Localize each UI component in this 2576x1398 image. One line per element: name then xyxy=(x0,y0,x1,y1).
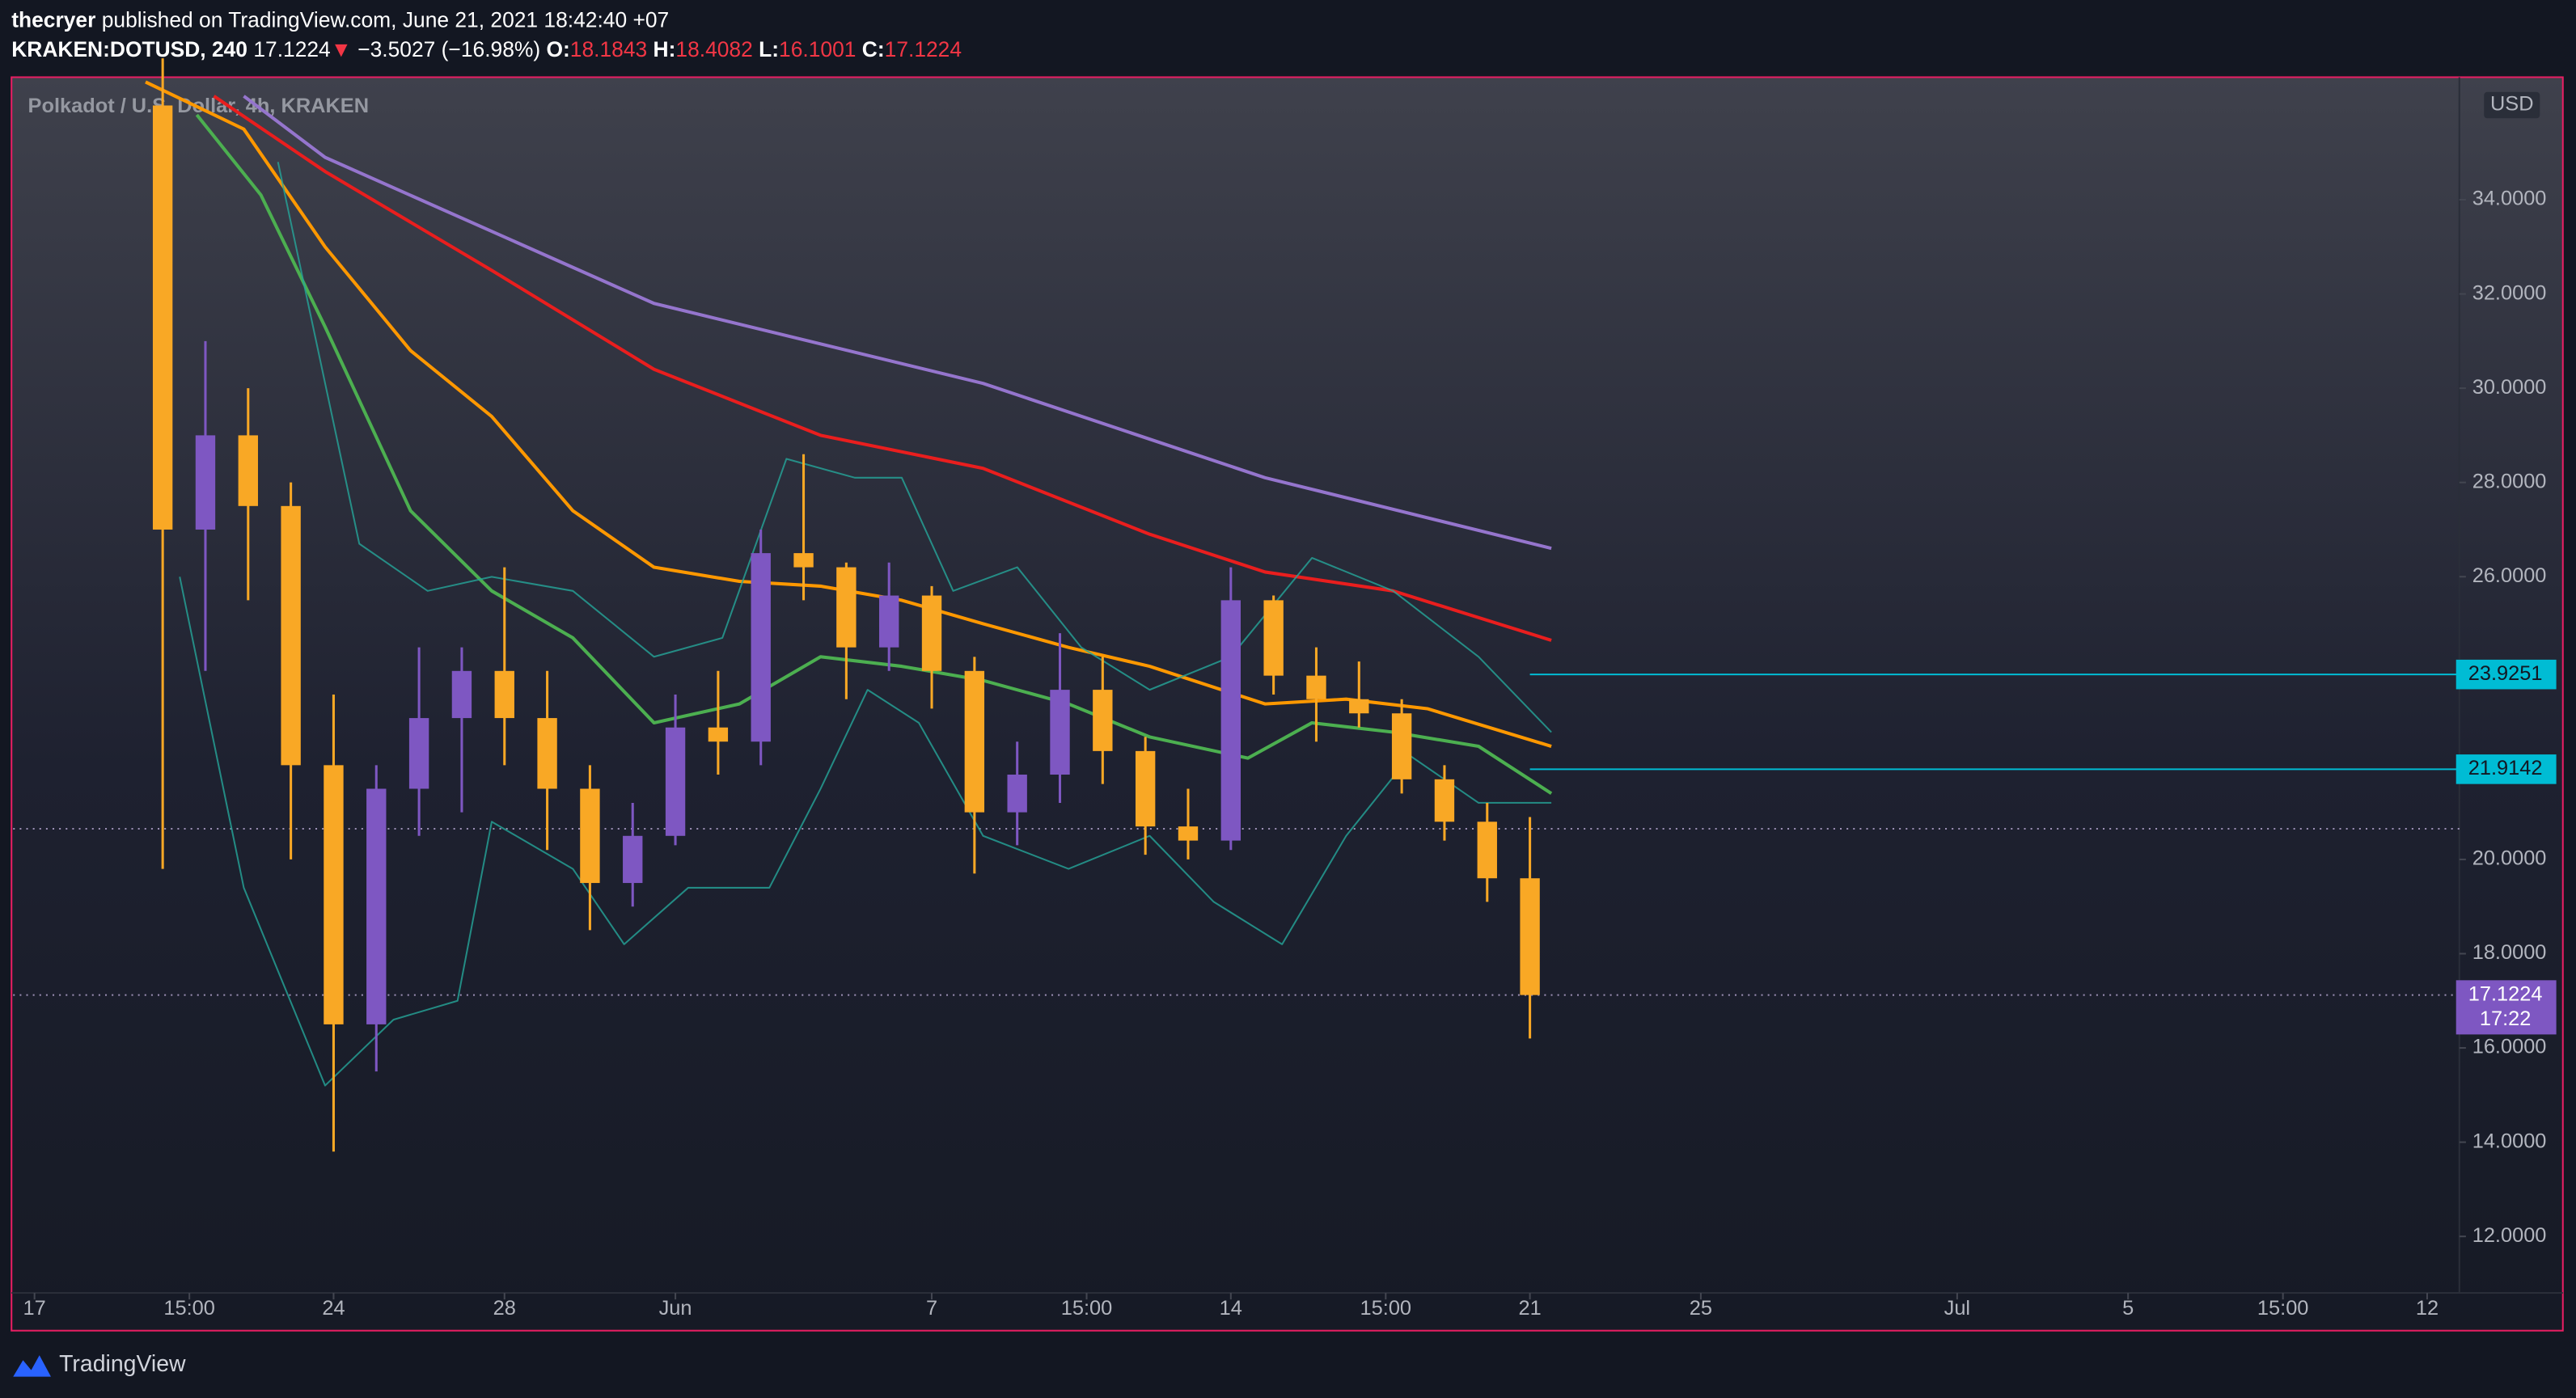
x-tick-label: 17 xyxy=(23,1297,46,1320)
indicator-line xyxy=(243,95,1552,551)
y-tick-label: 14.0000 xyxy=(2472,1130,2547,1152)
x-tick-label: 7 xyxy=(926,1297,937,1320)
currency: USD xyxy=(2490,93,2534,116)
candle-body xyxy=(1135,750,1156,827)
candle-body xyxy=(324,765,344,1024)
candle-body xyxy=(195,435,216,530)
x-tick-label: 15:00 xyxy=(1360,1297,1411,1320)
price-label: 17.1224 xyxy=(2468,982,2543,1005)
candle-body xyxy=(366,788,387,1024)
candle-body xyxy=(793,553,814,568)
candle-body xyxy=(408,718,429,789)
candle-body xyxy=(751,553,771,742)
y-tick-label: 20.0000 xyxy=(2472,847,2547,870)
x-tick-label: 21 xyxy=(1518,1297,1541,1320)
indicator-line xyxy=(277,162,1552,733)
candle-body xyxy=(1220,600,1241,841)
candle-body xyxy=(623,835,643,884)
c-label: C: xyxy=(862,37,885,61)
x-tick-label: 24 xyxy=(322,1297,345,1320)
price-countdown: 17:22 xyxy=(2480,1007,2531,1030)
indicator-line xyxy=(145,80,1552,748)
y-tick-label: 32.0000 xyxy=(2472,281,2547,304)
candle-body xyxy=(1007,775,1027,813)
x-tick-label: 28 xyxy=(493,1297,516,1320)
candle-body xyxy=(1434,779,1455,822)
x-tick-label: 5 xyxy=(2122,1297,2134,1320)
y-tick-label: 26.0000 xyxy=(2472,564,2547,587)
candle-body xyxy=(879,595,899,648)
candle-body xyxy=(921,595,942,671)
level-badge xyxy=(2455,754,2557,784)
candle-body xyxy=(1306,675,1326,699)
candle-body xyxy=(708,727,729,742)
candle-body xyxy=(836,567,857,648)
change: −3.5027 (−16.98%) xyxy=(357,37,540,61)
published: published on TradingView.com, June 21, 2… xyxy=(102,7,670,32)
candle-body xyxy=(964,670,985,813)
l: 16.1001 xyxy=(779,37,856,61)
x-tick-label: 14 xyxy=(1220,1297,1242,1320)
l-label: L: xyxy=(759,37,779,61)
footer-brand: TradingView xyxy=(59,1351,186,1377)
o-label: O: xyxy=(546,37,569,61)
currency-badge xyxy=(2484,91,2540,119)
price-badge xyxy=(2455,980,2557,1035)
candle-body xyxy=(494,670,514,719)
x-tick-label: 25 xyxy=(1690,1297,1712,1320)
level-badge xyxy=(2455,659,2557,690)
candle-body xyxy=(1263,600,1284,676)
o: 18.1843 xyxy=(570,37,647,61)
y-tick-label: 34.0000 xyxy=(2472,188,2547,210)
arrow: ▼ xyxy=(331,37,352,61)
indicator-line xyxy=(179,577,1552,1087)
symbol: KRAKEN:DOTUSD, 240 xyxy=(11,37,247,61)
x-tick-label: 15:00 xyxy=(1061,1297,1112,1320)
level-label: 21.9142 xyxy=(2468,757,2543,779)
c: 17.1224 xyxy=(885,37,962,61)
header-line-2: KRAKEN:DOTUSD, 240 17.1224▼ −3.5027 (−16… xyxy=(11,37,962,61)
y-tick-label: 30.0000 xyxy=(2472,376,2547,399)
indicator-line xyxy=(213,95,1552,642)
candle-body xyxy=(1391,713,1412,779)
indicator-line xyxy=(195,113,1553,796)
candle-body xyxy=(580,788,600,884)
publisher: thecryer xyxy=(11,7,95,32)
y-tick-label: 18.0000 xyxy=(2472,941,2547,964)
y-tick-label: 16.0000 xyxy=(2472,1036,2547,1058)
header-line-1: thecryer published on TradingView.com, J… xyxy=(11,7,669,32)
candle-body xyxy=(537,718,557,789)
candle-body xyxy=(1520,878,1540,995)
candle-body xyxy=(1178,826,1199,841)
candle-body xyxy=(665,727,686,836)
candle-body xyxy=(451,670,472,719)
y-tick-label: 28.0000 xyxy=(2472,470,2547,492)
candle-body xyxy=(238,435,258,506)
tradingview-logo xyxy=(13,1355,51,1377)
candle-body xyxy=(152,105,173,530)
candle-body xyxy=(1477,821,1497,879)
last: 17.1224 xyxy=(253,37,330,61)
x-tick-label: 12 xyxy=(2416,1297,2439,1320)
candle-body xyxy=(1050,690,1070,775)
x-tick-label: 15:00 xyxy=(163,1297,214,1320)
candle-body xyxy=(1093,690,1113,751)
candle-body xyxy=(281,505,301,766)
h: 18.4082 xyxy=(675,37,752,61)
level-label: 23.9251 xyxy=(2468,662,2543,685)
x-tick-label: Jul xyxy=(1944,1297,1970,1320)
candle-body xyxy=(1349,699,1369,714)
y-tick-label: 12.0000 xyxy=(2472,1224,2547,1247)
x-tick-label: Jun xyxy=(659,1297,692,1320)
x-tick-label: 15:00 xyxy=(2257,1297,2308,1320)
h-label: H: xyxy=(654,37,676,61)
